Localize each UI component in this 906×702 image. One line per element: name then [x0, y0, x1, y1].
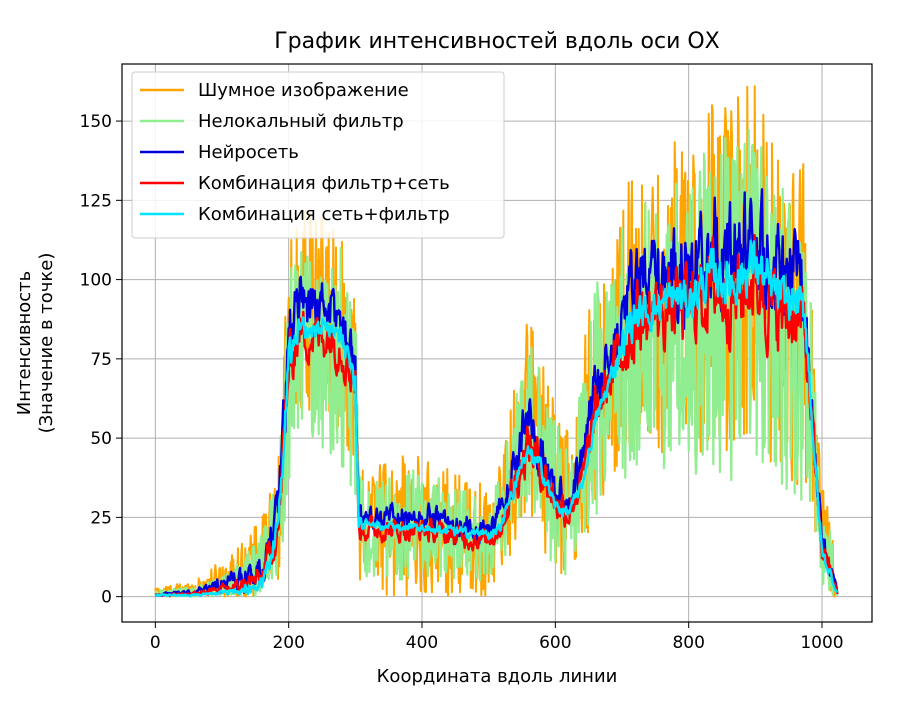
chart-title: График интенсивностей вдоль оси ОХ: [274, 29, 720, 54]
legend-label: Шумное изображение: [198, 80, 409, 101]
legend-box: [131, 71, 505, 239]
y-tick-label: 25: [90, 508, 112, 528]
legend-label: Нейросеть: [198, 142, 299, 163]
ticks: 0 200 400 600 800 1000 0 25 50 75 100 125 150: [80, 112, 844, 653]
x-tick-label: 1000: [800, 633, 843, 653]
plot-frame: [121, 63, 873, 623]
y-tick-label: 0: [101, 588, 112, 608]
series-layer: [154, 85, 839, 598]
y-tick-label: 100: [80, 271, 112, 291]
x-tick-label: 200: [272, 633, 304, 653]
x-tick-label: 600: [539, 633, 571, 653]
y-tick-label: 150: [80, 112, 112, 132]
y-axis-label-line2: (Значение в точке): [36, 253, 57, 434]
series-line: [154, 188, 839, 597]
y-tick-label: 75: [90, 350, 112, 370]
x-axis-label: Координата вдоль линии: [377, 666, 618, 687]
y-axis-label-line1: Интенсивность: [14, 271, 35, 416]
legend-label: Нелокальный фильтр: [198, 111, 404, 132]
legend: Шумное изображение Нелокальный фильтр Нейр…: [131, 71, 505, 239]
legend-label: Комбинация фильтр+сеть: [198, 173, 450, 194]
y-tick-label: 50: [90, 429, 112, 449]
x-tick-label: 400: [406, 633, 438, 653]
y-tick-label: 125: [80, 191, 112, 211]
x-tick-label: 800: [672, 633, 704, 653]
legend-label: Комбинация сеть+фильтр: [198, 204, 450, 225]
series-line: [154, 128, 839, 598]
x-tick-label: 0: [150, 633, 161, 653]
series-line: [154, 239, 838, 598]
